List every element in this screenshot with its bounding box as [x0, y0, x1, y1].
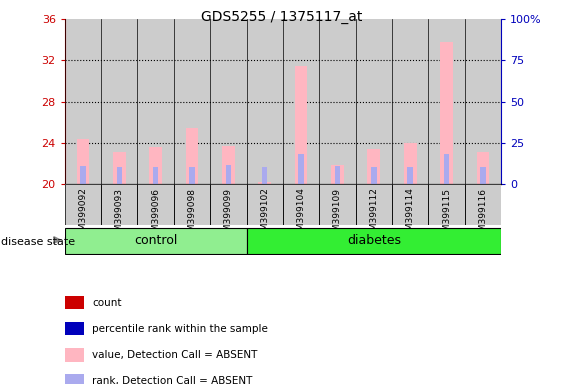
Bar	[319, 184, 356, 225]
Text: GSM399102: GSM399102	[260, 187, 269, 242]
Bar	[222, 146, 235, 184]
Text: GSM399093: GSM399093	[115, 187, 124, 243]
Bar	[210, 19, 247, 184]
Bar	[404, 143, 417, 184]
Bar	[65, 296, 83, 310]
Bar	[101, 184, 137, 225]
Text: GSM399096: GSM399096	[151, 187, 160, 243]
Bar	[137, 184, 174, 225]
Bar	[247, 228, 501, 254]
Bar	[428, 184, 464, 225]
Bar	[428, 19, 464, 184]
Bar	[368, 149, 380, 184]
Text: value, Detection Call = ABSENT: value, Detection Call = ABSENT	[92, 350, 257, 360]
Bar	[464, 184, 501, 225]
Bar	[247, 19, 283, 184]
Bar	[117, 167, 122, 184]
Bar	[65, 228, 247, 254]
Bar	[77, 139, 90, 184]
Bar	[186, 127, 198, 184]
Bar	[298, 154, 304, 184]
Bar	[440, 42, 453, 184]
Text: GSM399098: GSM399098	[187, 187, 196, 243]
Text: GSM399099: GSM399099	[224, 187, 233, 243]
Bar	[101, 184, 137, 225]
Bar	[392, 184, 428, 225]
Bar	[294, 66, 307, 184]
Bar	[247, 184, 283, 225]
Bar	[258, 182, 271, 184]
Bar	[335, 166, 340, 184]
Bar	[137, 19, 174, 184]
Text: control: control	[134, 235, 177, 247]
Text: percentile rank within the sample: percentile rank within the sample	[92, 324, 268, 334]
Bar	[137, 184, 174, 225]
Text: count: count	[92, 298, 122, 308]
Bar	[283, 19, 319, 184]
Bar	[189, 167, 195, 184]
Text: GSM399115: GSM399115	[442, 187, 451, 243]
Bar	[149, 147, 162, 184]
Bar	[101, 19, 137, 184]
Text: GSM399116: GSM399116	[479, 187, 488, 243]
Text: GSM399092: GSM399092	[78, 187, 87, 242]
Bar	[226, 165, 231, 184]
Bar	[392, 184, 428, 225]
Bar	[262, 167, 267, 184]
Bar	[392, 19, 428, 184]
Bar	[356, 184, 392, 225]
Bar	[283, 184, 319, 225]
Bar	[464, 19, 501, 184]
Text: GSM399104: GSM399104	[297, 187, 306, 242]
Bar	[210, 184, 247, 225]
Text: GSM399114: GSM399114	[406, 187, 415, 242]
Bar	[319, 184, 356, 225]
Bar	[80, 166, 86, 184]
Bar	[283, 184, 319, 225]
Bar	[319, 19, 356, 184]
Bar	[464, 184, 501, 225]
Bar	[210, 184, 247, 225]
Bar	[480, 167, 486, 184]
Bar	[174, 19, 210, 184]
Bar	[174, 184, 210, 225]
Bar	[444, 154, 449, 184]
Bar	[65, 322, 83, 336]
Bar	[428, 184, 464, 225]
Bar	[65, 374, 83, 384]
Bar	[331, 165, 344, 184]
Text: diabetes: diabetes	[347, 235, 401, 247]
Bar	[247, 184, 283, 225]
Text: disease state: disease state	[1, 237, 75, 247]
Bar	[408, 167, 413, 184]
Bar	[65, 348, 83, 362]
Bar	[356, 19, 392, 184]
Text: GSM399109: GSM399109	[333, 187, 342, 243]
Bar	[174, 184, 210, 225]
Text: GSM399112: GSM399112	[369, 187, 378, 242]
Bar	[356, 184, 392, 225]
Bar	[65, 184, 101, 225]
Bar	[153, 167, 158, 184]
Bar	[65, 19, 101, 184]
Text: rank, Detection Call = ABSENT: rank, Detection Call = ABSENT	[92, 376, 252, 384]
Bar	[65, 184, 101, 225]
Bar	[371, 167, 377, 184]
Text: GDS5255 / 1375117_at: GDS5255 / 1375117_at	[201, 10, 362, 23]
Bar	[476, 152, 489, 184]
Bar	[113, 152, 126, 184]
